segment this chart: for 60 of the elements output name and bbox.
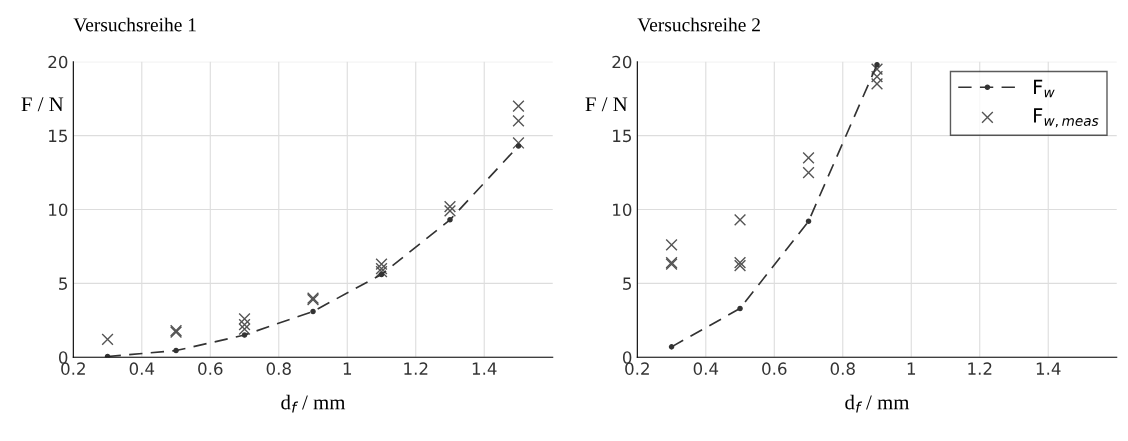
x-axis-title: d$_{f}$ / mm <box>845 394 910 413</box>
point <box>443 204 457 218</box>
y-tick-label: 0 <box>58 351 68 364</box>
point <box>515 143 522 149</box>
x-tick-label: 0.8 <box>830 362 855 375</box>
x-tick-label: 1.4 <box>472 362 497 375</box>
x-tick-label: 0.4 <box>129 362 155 375</box>
point <box>802 166 815 179</box>
y-axis-title: F / N <box>21 97 64 112</box>
x-tick-label: 1 <box>907 362 916 375</box>
point <box>512 136 525 150</box>
point <box>870 77 884 90</box>
chart-title: Versuchsreihe 1 <box>73 17 196 32</box>
y-tick-label: 0 <box>622 351 632 364</box>
x-tick-label: 1.4 <box>1036 362 1061 375</box>
y-tick-label: 5 <box>623 277 631 290</box>
point <box>104 353 111 358</box>
point <box>512 114 525 127</box>
y-tick-label: 5 <box>59 277 67 290</box>
y-tick-label: 10 <box>613 203 632 217</box>
point <box>447 217 453 223</box>
legend-label: F$_{w,meas}$ <box>1034 108 1099 128</box>
y-tick-label: 20 <box>612 55 632 69</box>
x-tick-label: 0.6 <box>198 362 223 375</box>
y-tick-label: 10 <box>49 203 68 217</box>
point <box>665 238 678 252</box>
point <box>737 305 743 312</box>
point <box>870 63 884 76</box>
x-tick-label: 1 <box>343 362 352 375</box>
y-tick-label: 15 <box>613 129 631 143</box>
x-tick-label: 0.4 <box>693 362 719 375</box>
point <box>874 61 880 68</box>
point <box>173 347 179 354</box>
point <box>101 333 114 346</box>
point <box>805 218 812 225</box>
point <box>443 200 457 213</box>
point <box>310 308 316 315</box>
point <box>668 344 675 350</box>
point <box>378 271 385 278</box>
chart-title: Versuchsreihe 2 <box>637 17 760 32</box>
x-tick-label: 1.2 <box>968 362 992 375</box>
point <box>512 99 525 113</box>
x-tick-label: 0.6 <box>762 362 787 375</box>
x-tick-label: 0.8 <box>266 362 291 375</box>
point <box>238 318 251 331</box>
x-axis-title: d$_{f}$ / mm <box>281 394 346 413</box>
point <box>238 312 251 325</box>
point <box>238 323 251 336</box>
point <box>241 332 248 338</box>
x-tick-label: 0.2 <box>61 362 85 375</box>
y-tick-label: 15 <box>49 129 67 143</box>
x-tick-label: 1.2 <box>404 362 428 375</box>
legend-label: F$_{w}$ <box>1034 79 1055 98</box>
point <box>733 213 747 226</box>
y-tick-label: 20 <box>48 55 68 69</box>
point <box>870 70 884 83</box>
point <box>375 258 388 271</box>
y-axis-title: F / N <box>585 97 628 112</box>
x-tick-label: 0.2 <box>625 362 649 375</box>
point <box>802 151 815 164</box>
